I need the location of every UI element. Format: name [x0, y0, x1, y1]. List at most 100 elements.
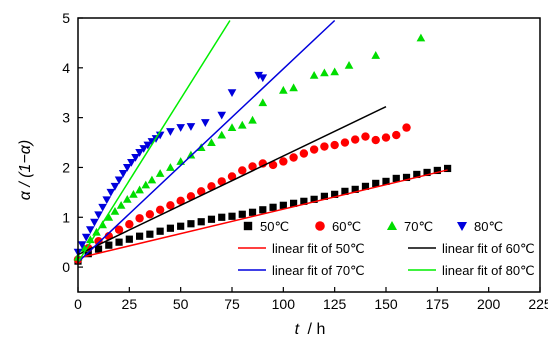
data-point-circle: [289, 153, 298, 162]
x-tick-label: 100: [272, 296, 296, 312]
data-point-triangle-up: [122, 195, 132, 203]
x-axis-unit: / h: [308, 321, 326, 338]
y-tick-label: 0: [62, 259, 70, 275]
data-point-triangle-up: [227, 123, 237, 132]
legend-label: linear fit of 50℃: [272, 241, 365, 256]
axis-ticks: 0 25 50 75 100 125 150 175 200 225 0 1 2 3 4 5: [62, 10, 548, 312]
x-tick-label: 75: [224, 296, 240, 312]
data-point-square: [228, 212, 236, 220]
data-point-square: [84, 250, 92, 258]
data-point-triangle-down: [122, 163, 132, 172]
data-point-circle: [402, 123, 411, 132]
data-point-triangle-down: [456, 221, 468, 232]
x-tick-label: 175: [426, 296, 450, 312]
data-point-circle: [392, 130, 401, 140]
data-point-triangle-down: [139, 145, 149, 153]
data-point-triangle-down: [114, 176, 124, 185]
data-point-square: [320, 192, 328, 200]
data-point-triangle-down: [258, 74, 268, 83]
data-point-circle: [135, 214, 144, 223]
x-tick-label: 125: [323, 296, 347, 312]
fit-lines: [77, 19, 448, 263]
data-point-triangle-up: [320, 68, 329, 77]
data-point-square: [444, 164, 452, 173]
x-tick-label: 0: [74, 296, 82, 312]
data-point-triangle-down: [110, 182, 120, 191]
data-point-triangle-up: [147, 175, 157, 184]
legend-label: 60℃: [332, 219, 361, 234]
data-point-square: [187, 220, 195, 228]
data-point-triangle-up: [86, 235, 95, 244]
legend-label: linear fit of 80℃: [442, 263, 535, 278]
y-tick-label: 1: [62, 209, 70, 225]
data-point-square: [197, 218, 205, 226]
data-point-triangle-up: [141, 180, 151, 189]
data-point-triangle-up: [129, 190, 138, 198]
data-point-circle: [351, 135, 360, 144]
x-axis-label: t / h: [295, 321, 326, 338]
data-point-circle: [248, 162, 257, 171]
data-point-triangle-up: [166, 163, 175, 171]
data-point-triangle-down: [131, 154, 140, 162]
data-point-triangle-down: [135, 149, 144, 157]
data-point-triangle-down: [200, 119, 210, 127]
data-point-square: [125, 235, 133, 243]
data-point-triangle-down: [98, 203, 107, 212]
data-point-square: [105, 241, 113, 249]
data-point-square: [413, 170, 421, 179]
data-point-triangle-up: [186, 150, 196, 159]
data-point-circle: [186, 192, 196, 201]
x-tick-label: 25: [122, 296, 138, 312]
legend-label: linear fit of 70℃: [272, 263, 365, 278]
y-tick-label: 4: [62, 60, 70, 76]
data-point-circle: [381, 133, 391, 142]
data-point-circle: [227, 172, 237, 181]
x-tick-label: 200: [477, 296, 501, 312]
data-point-square: [238, 210, 246, 218]
data-point-triangle-up: [176, 157, 185, 165]
legend-label: 80℃: [474, 219, 503, 234]
data-point-square: [382, 177, 390, 186]
x-axis-variable: t: [295, 321, 300, 338]
data-point-square: [361, 182, 370, 190]
data-point-triangle-up: [207, 138, 216, 147]
data-point-triangle-down: [94, 211, 103, 220]
legend-label: linear fit of 60℃: [442, 241, 535, 256]
data-point-circle: [299, 149, 309, 158]
data-point-square: [372, 179, 380, 187]
data-point-square: [207, 215, 216, 223]
data-point-triangle-up: [248, 115, 257, 124]
data-point-circle: [309, 145, 319, 154]
data-point-square: [94, 245, 103, 253]
data-point-triangle-up: [309, 70, 319, 79]
fit-line: [77, 106, 387, 256]
data-point-triangle-down: [186, 123, 196, 131]
data-point-triangle-up: [258, 98, 268, 107]
data-point-triangle-up: [416, 33, 426, 42]
data-point-triangle-up: [116, 200, 126, 209]
data-point-triangle-down: [102, 196, 112, 205]
data-point-circle: [315, 221, 325, 231]
data-point-square: [259, 206, 267, 214]
y-tick-label: 3: [62, 110, 70, 126]
data-point-triangle-up: [330, 67, 339, 76]
data-point-circle: [268, 160, 278, 170]
x-tick-label: 225: [528, 296, 548, 312]
data-point-square: [351, 185, 359, 193]
data-point-circle: [114, 225, 124, 234]
data-point-circle: [320, 142, 329, 151]
data-point-circle: [371, 135, 380, 145]
fit-line: [77, 19, 336, 263]
data-point-circle: [145, 210, 155, 219]
data-point-circle: [207, 182, 216, 191]
data-point-square: [177, 222, 185, 230]
data-point-circle: [217, 177, 226, 186]
data-point-triangle-down: [143, 141, 153, 150]
data-point-circle: [197, 187, 206, 196]
data-point-triangle-up: [289, 83, 298, 92]
x-tick-label: 150: [374, 296, 398, 312]
data-point-circle: [166, 201, 175, 210]
data-point-triangle-down: [254, 71, 264, 80]
data-point-square: [341, 187, 349, 195]
